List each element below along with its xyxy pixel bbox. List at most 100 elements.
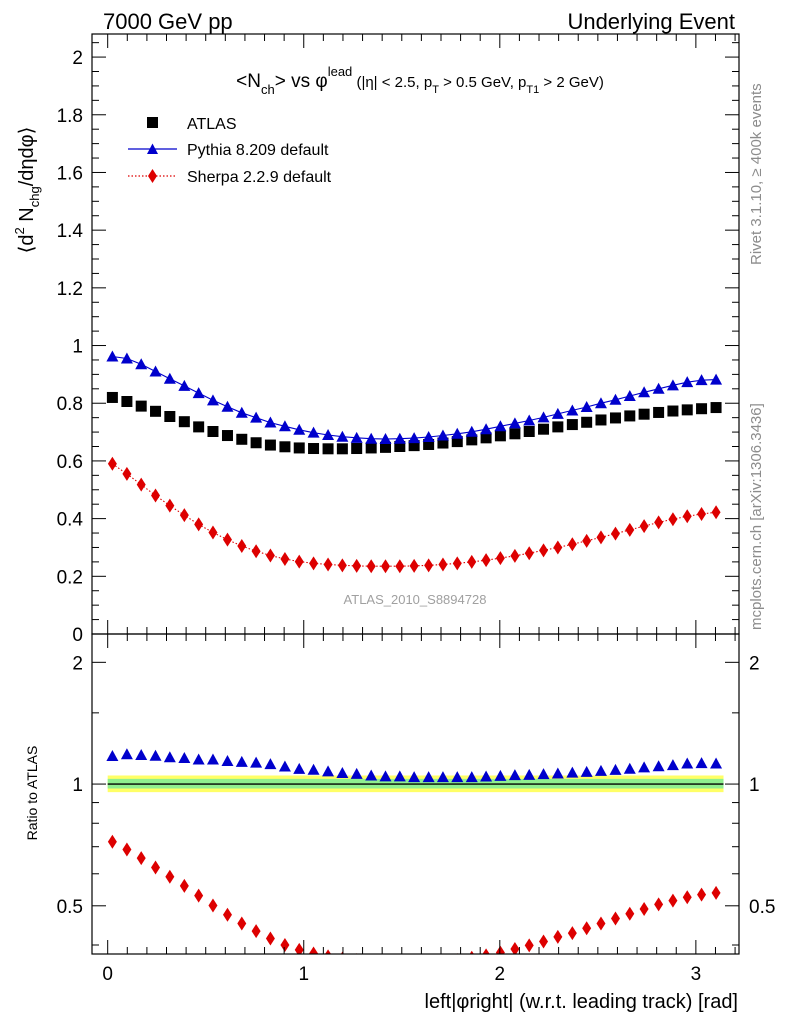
ratio-pythia-point [322, 765, 335, 777]
ratio-pythia-point [408, 771, 421, 783]
main-atlas-point [437, 437, 449, 449]
ratio-sherpa-point [510, 941, 520, 954]
ratio-panel-frame [91, 633, 740, 955]
main-sherpa-point [265, 548, 275, 563]
main-pythia-point [480, 423, 493, 435]
ratio-pythia-point [135, 748, 148, 760]
main-sherpa-point [510, 548, 520, 563]
main-atlas-point [293, 442, 305, 454]
main-sherpa-point [352, 558, 362, 573]
x-axis-label: left|φright| (w.r.t. leading track) [rad… [425, 991, 738, 1013]
main-sherpa-point [697, 507, 707, 521]
legend-marker-pythia [147, 143, 158, 154]
main-atlas-point [566, 419, 578, 431]
ratio-pythia-point [192, 753, 205, 765]
main-atlas-point [250, 437, 262, 449]
main-sherpa-point [524, 546, 534, 561]
ratio-y-axis-label: Ratio to ATLAS [24, 746, 40, 841]
main-pythia-point [106, 350, 119, 362]
ratio-pythia-point [149, 749, 162, 761]
main-atlas-point [178, 416, 190, 428]
main-pythia-point [235, 406, 248, 418]
ratio-sherpa-point [265, 931, 275, 946]
main-sherpa-point [151, 488, 161, 503]
main-atlas-point [322, 443, 334, 455]
ratio-pythia-point [221, 755, 234, 767]
main-sherpa-point [481, 553, 491, 568]
main-pythia-point [710, 373, 723, 385]
ratio-pythia-point [250, 756, 263, 768]
ratio-sherpa-point [639, 901, 649, 916]
main-pythia-point [465, 425, 478, 437]
main-sherpa-point [208, 525, 218, 540]
x-tick-label: 3 [691, 964, 702, 985]
ratio-pythia-point [609, 763, 622, 775]
main-pythia-point [537, 411, 550, 423]
main-y-tick-label: 0.2 [57, 567, 83, 588]
main-sherpa-line [112, 463, 717, 567]
main-atlas-point [538, 423, 550, 435]
ratio-pythia-point [695, 757, 708, 769]
main-sherpa-point [179, 508, 189, 523]
main-atlas-point [351, 443, 363, 455]
main-sherpa-point [409, 558, 419, 573]
main-pythia-point [293, 423, 306, 435]
x-tick-label: 0 [102, 964, 113, 985]
ratio-y-tick-label-right: 2 [749, 653, 760, 674]
main-sherpa-point [237, 539, 247, 554]
ratio-pythia-point [293, 762, 306, 774]
main-sherpa-point [567, 537, 577, 552]
ratio-y-tick-label: 2 [72, 653, 83, 674]
main-sherpa-point [539, 543, 549, 558]
main-sherpa-point [654, 515, 664, 530]
main-pythia-point [163, 372, 176, 384]
ratio-sherpa-point [456, 953, 458, 954]
main-pythia-point [623, 390, 636, 402]
main-atlas-point [710, 402, 722, 414]
main-atlas-point [394, 441, 406, 452]
main-atlas-point [308, 443, 320, 455]
main-atlas-point [150, 405, 162, 417]
main-sherpa-point [136, 477, 146, 492]
ratio-sherpa-point [682, 890, 692, 905]
main-atlas-point [164, 411, 176, 422]
ratio-panel: 0.5 0.5 1 1 2 2 0 1 2 3 Ratio to ATLAS left|φrigh… [24, 633, 775, 1013]
legend-entry-pythia: Pythia 8.209 default [128, 142, 329, 159]
ratio-sherpa-point [495, 945, 505, 954]
main-y-tick-label: 2 [72, 48, 83, 69]
main-atlas-point [624, 410, 636, 422]
ratio-sherpa-point [237, 916, 247, 931]
main-pythia-point [551, 407, 564, 419]
main-pythia-point [307, 426, 320, 438]
ratio-sherpa-point [309, 946, 319, 954]
ratio-sherpa-point [136, 851, 146, 866]
main-pythia-point [350, 431, 363, 443]
main-pythia-point [221, 400, 234, 412]
ratio-pythia-point [393, 770, 406, 782]
ratio-sherpa-point [610, 911, 620, 926]
main-pythia-point [666, 379, 679, 391]
main-atlas-point [236, 433, 248, 445]
main-atlas-point [408, 440, 420, 452]
ratio-pythia-point [278, 760, 291, 772]
ratio-pythia-point [436, 771, 449, 783]
ratio-pythia-point [523, 768, 536, 780]
main-y-axis-label: ⟨d2 Nchg/dηdφ⟩ [12, 127, 42, 254]
ratio-sherpa-point [251, 924, 261, 939]
main-pythia-point [178, 379, 191, 391]
main-pythia-point [494, 420, 507, 432]
ratio-sherpa-point [567, 926, 577, 941]
ratio-pythia-point [551, 767, 564, 779]
ratio-pythia-point [451, 771, 464, 783]
main-atlas-point [681, 404, 693, 416]
ratio-pythia-point [379, 770, 392, 782]
main-sherpa-point [122, 466, 132, 481]
ratio-pythia-point [638, 761, 651, 773]
main-atlas-point [106, 391, 118, 403]
main-sherpa-point [381, 559, 391, 574]
main-sherpa-point [438, 557, 448, 572]
main-sherpa-point [553, 540, 563, 555]
main-atlas-point [423, 438, 435, 450]
ratio-y-tick-label-right: 1 [749, 775, 760, 796]
ratio-pythia-point [465, 771, 478, 783]
